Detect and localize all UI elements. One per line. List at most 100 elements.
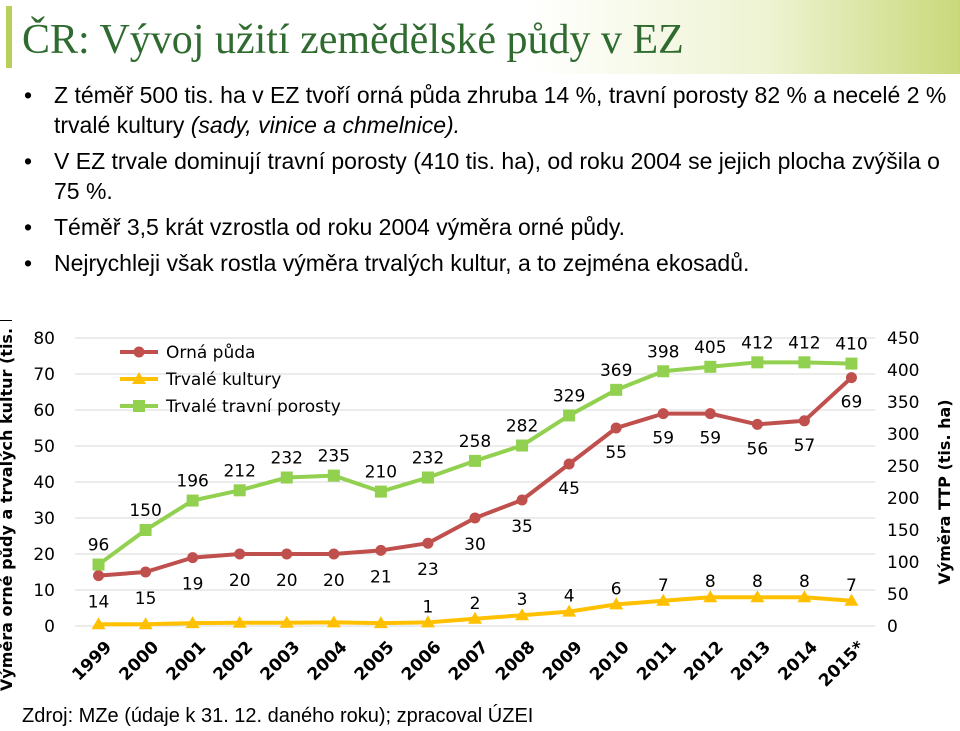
data-label: 20: [229, 571, 251, 591]
data-label: 56: [747, 439, 769, 459]
data-label: 45: [558, 479, 580, 499]
x-tick-label: 2011: [633, 637, 681, 685]
line-chart: 0 10 20 30 40 50 60 70 80 0 50 100 150 200 250 300 350 40…: [0, 293, 954, 691]
data-point: [516, 439, 529, 452]
x-tick-label: 2010: [586, 637, 634, 685]
bullet-item: Z téměř 500 tis. ha v EZ tvoří orná půda…: [20, 80, 955, 140]
data-point: [186, 494, 199, 507]
y-right-axis-title: Výměra TTP (tis. ha): [935, 399, 954, 584]
data-label: 232: [412, 449, 444, 469]
x-tick-label: 2012: [680, 637, 728, 685]
y-left-tick-label: 20: [33, 545, 55, 565]
x-tick-label: 2008: [492, 637, 540, 685]
data-label: 21: [370, 567, 392, 587]
data-label: 8: [705, 572, 716, 592]
x-tick-label: 2006: [398, 637, 446, 685]
y-left-tick-label: 70: [33, 365, 55, 385]
y-right-tick-label: 300: [887, 425, 919, 445]
data-point: [234, 548, 246, 560]
y-right-tick-label: 200: [887, 489, 919, 509]
data-point: [232, 615, 247, 628]
data-label: 150: [129, 501, 161, 521]
data-point: [421, 471, 434, 484]
data-label: 2: [470, 594, 481, 614]
data-point: [469, 454, 481, 467]
data-label: 59: [699, 429, 721, 449]
y-right-tick-label: 250: [887, 457, 919, 477]
y-left-tick-label: 40: [33, 473, 55, 493]
y-right-tick-label: 50: [887, 585, 909, 605]
x-tick-label: 2015*: [815, 637, 869, 691]
bullet-italic-text: (sady, vinice a chmelnice).: [190, 112, 461, 138]
data-point: [563, 409, 576, 422]
data-label: 258: [459, 432, 491, 452]
data-point: [374, 485, 387, 498]
data-point: [751, 356, 764, 369]
data-point: [185, 616, 200, 629]
data-point: [657, 408, 669, 420]
data-point: [373, 616, 388, 629]
x-tick-label: 2013: [727, 637, 775, 685]
data-label: 20: [323, 571, 345, 591]
data-point: [845, 372, 857, 384]
data-label: 3: [517, 590, 528, 610]
data-point: [609, 597, 624, 610]
data-label: 196: [176, 472, 208, 492]
data-label: 57: [794, 436, 816, 456]
data-label: 14: [88, 593, 110, 613]
y-right-tick-label: 150: [887, 521, 919, 541]
data-label: 8: [799, 572, 810, 592]
data-point: [280, 471, 293, 484]
x-tick-label: 2009: [539, 637, 587, 685]
data-label: 405: [694, 338, 726, 358]
data-point: [468, 611, 482, 624]
data-label: 7: [658, 576, 669, 596]
data-point: [233, 484, 246, 497]
x-tick-label: 2003: [257, 637, 305, 685]
bullet-text: Téměř 3,5 krát vzrostla od roku 2004 vým…: [54, 214, 626, 240]
data-label: 410: [835, 335, 867, 355]
legend-label: Orná půda: [166, 343, 255, 363]
legend-label: Trvalé travní porosty: [165, 397, 341, 417]
x-tick-label: 2001: [163, 637, 211, 685]
data-point: [327, 469, 340, 482]
data-point: [326, 615, 341, 628]
data-point: [844, 593, 859, 606]
data-point: [515, 608, 530, 621]
bullet-item: Nejrychleji však rostla výměra trvalých …: [20, 248, 955, 278]
data-label: 4: [564, 587, 575, 607]
x-tick-label: 2007: [445, 637, 493, 685]
data-point: [610, 422, 622, 434]
data-point: [279, 615, 294, 628]
data-label: 8: [752, 572, 763, 592]
data-point: [657, 365, 670, 378]
data-point: [92, 558, 105, 571]
y-left-tick-label: 30: [33, 509, 55, 529]
y-left-tick-label: 80: [33, 329, 55, 349]
bullet-list: Z téměř 500 tis. ha v EZ tvoří orná půda…: [20, 80, 955, 284]
bullet-text: V EZ trvale dominují travní porosty (410…: [54, 148, 940, 204]
title-accent-bar: [6, 6, 12, 68]
x-tick-label: 2000: [116, 637, 164, 685]
data-label: 1: [423, 597, 434, 617]
bullet-text: Nejrychleji však rostla výměra trvalých …: [54, 250, 750, 276]
data-point: [187, 552, 199, 564]
data-point: [562, 604, 577, 617]
data-point: [798, 356, 811, 369]
chart-container: 0 10 20 30 40 50 60 70 80 0 50 100 150 200 250 300 350 40…: [0, 293, 960, 700]
y-left-tick-label: 0: [44, 617, 55, 637]
data-point: [375, 544, 387, 556]
legend-label: Trvalé kultury: [165, 370, 281, 390]
data-point: [328, 548, 340, 560]
data-label: 15: [135, 589, 157, 609]
data-point: [91, 617, 106, 630]
source-note: Zdroj: MZe (údaje k 31. 12. daného roku)…: [22, 705, 534, 727]
data-label: 369: [600, 361, 632, 381]
title-bar: [0, 0, 960, 74]
x-tick-label: 2005: [351, 637, 399, 685]
data-label: 282: [506, 417, 538, 437]
y-right-tick-label: 450: [887, 329, 919, 349]
data-point: [704, 360, 717, 373]
data-label: 398: [647, 342, 679, 362]
data-point: [420, 615, 435, 628]
